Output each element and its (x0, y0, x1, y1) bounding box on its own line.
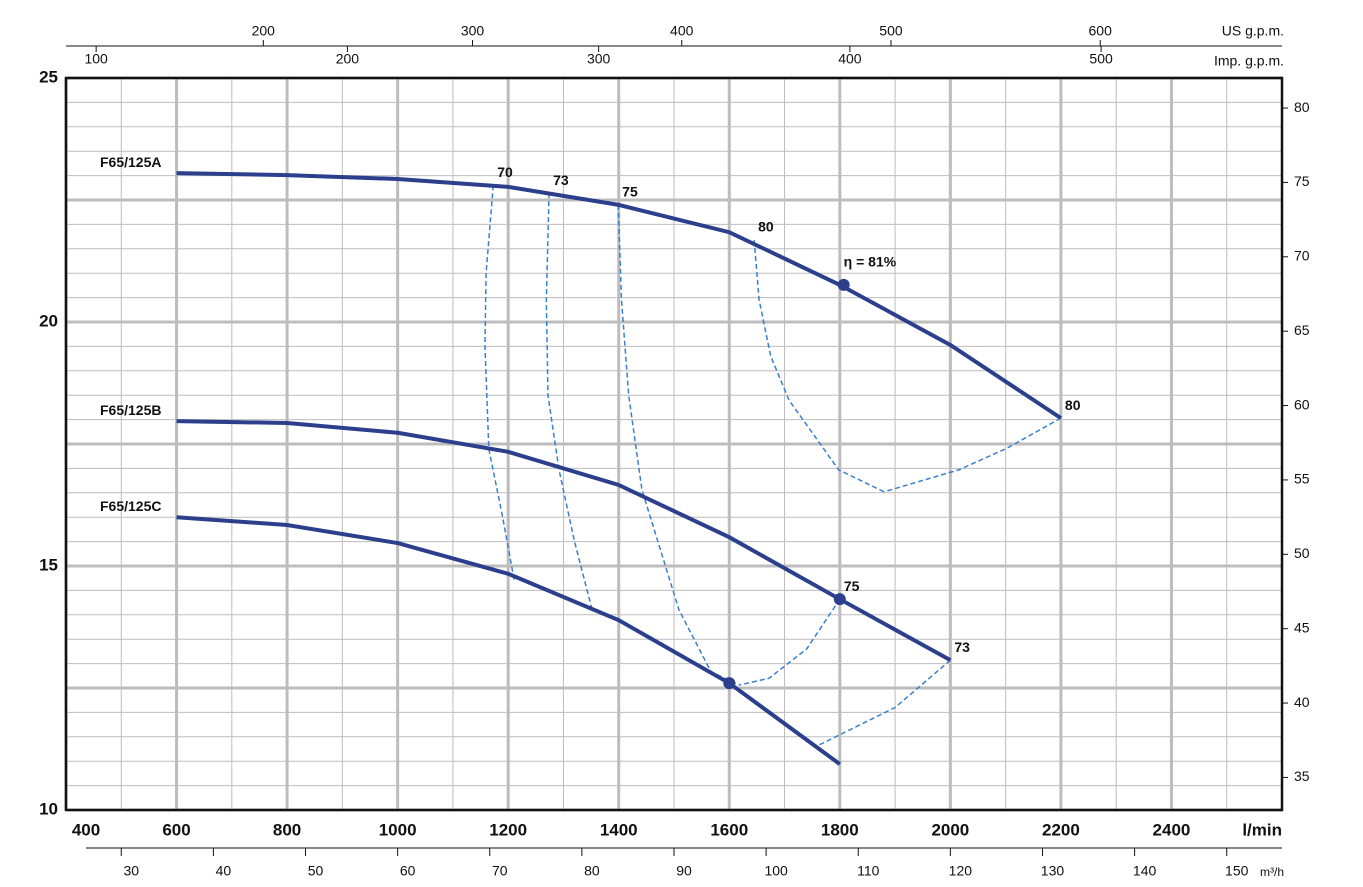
y2-tick-label: 35 (1294, 768, 1310, 784)
duty-point (723, 677, 736, 690)
efficiency-curve (484, 185, 515, 581)
x2-tick-label: 100 (764, 863, 788, 879)
y-tick-label: 20 (39, 311, 58, 330)
pump-curve (176, 419, 952, 662)
pump-curve (176, 171, 1063, 420)
x4-axis-label: Imp. g.p.m. (1214, 53, 1284, 69)
x3-tick-label: 300 (461, 23, 485, 39)
x-tick-label: 1200 (489, 820, 527, 839)
x2-tick-label: 40 (216, 863, 232, 879)
plot-frame (64, 76, 1284, 812)
x-axis-label: l/min (1242, 820, 1282, 839)
y2-tick-label: 65 (1294, 322, 1310, 338)
efficiency-curve (818, 659, 951, 746)
efficiency-label: 70 (497, 164, 513, 180)
x-tick-label: 1400 (600, 820, 638, 839)
y2-tick-label: 60 (1294, 396, 1310, 412)
y2-tick-label: 75 (1294, 173, 1310, 189)
x2-axis-label: m³/h (1260, 865, 1284, 879)
efficiency-label: 80 (1065, 397, 1081, 413)
efficiency-label: 73 (553, 172, 569, 188)
efficiency-label: 75 (622, 184, 638, 200)
y2-tick-label: 70 (1294, 248, 1310, 264)
x2-tick-label: 90 (676, 863, 692, 879)
duty-point (833, 593, 846, 606)
series-label: F65/125B (100, 402, 161, 418)
x-tick-label: 400 (72, 820, 100, 839)
series-label: F65/125C (100, 498, 161, 514)
y-tick-label: 10 (39, 799, 58, 818)
x2-tick-label: 120 (949, 863, 973, 879)
x4-tick-label: 500 (1089, 51, 1113, 67)
y-tick-label: 25 (39, 67, 58, 86)
x2-tick-label: 30 (123, 863, 139, 879)
x2-tick-label: 140 (1133, 863, 1157, 879)
x3-tick-label: 500 (879, 23, 903, 39)
x4-tick-label: 400 (838, 51, 862, 67)
x-tick-label: 1600 (710, 820, 748, 839)
efficiency-label: 75 (844, 578, 860, 594)
x2-tick-label: 60 (400, 863, 416, 879)
y2-tick-label: 45 (1294, 619, 1310, 635)
series-label: F65/125A (100, 154, 161, 170)
x-tick-label: 2400 (1153, 820, 1191, 839)
x2-tick-label: 150 (1225, 863, 1249, 879)
x3-tick-label: 600 (1089, 23, 1113, 39)
y2-tick-label: 40 (1294, 694, 1310, 710)
x-tick-label: 1800 (821, 820, 859, 839)
x2-tick-label: 70 (492, 863, 508, 879)
x3-tick-label: 200 (252, 23, 276, 39)
efficiency-curve (739, 598, 841, 686)
point-label: η = 81% (844, 254, 897, 270)
x4-tick-label: 300 (587, 51, 611, 67)
x2-tick-label: 110 (857, 863, 880, 879)
x-tick-label: 2000 (931, 820, 969, 839)
x2-tick-label: 50 (308, 863, 324, 879)
x-tick-label: 600 (162, 820, 190, 839)
x-tick-label: 1000 (379, 820, 417, 839)
x-tick-label: 2200 (1042, 820, 1080, 839)
y2-tick-label: 55 (1294, 471, 1310, 487)
x3-axis-label: US g.p.m. (1222, 23, 1284, 39)
x-tick-label: 800 (273, 820, 301, 839)
x2-tick-label: 80 (584, 863, 600, 879)
efficiency-curve (883, 417, 1062, 493)
x4-tick-label: 200 (336, 51, 360, 67)
efficiency-label: 73 (954, 639, 970, 655)
efficiency-label: 80 (758, 219, 774, 235)
x4-tick-label: 100 (84, 51, 108, 67)
y-tick-label: 15 (39, 555, 58, 574)
efficiency-curve (545, 193, 593, 611)
y2-tick-label: 80 (1294, 99, 1310, 115)
y2-tick-label: 50 (1294, 545, 1310, 561)
x3-tick-label: 400 (670, 23, 694, 39)
x2-tick-label: 130 (1041, 863, 1065, 879)
efficiency-curve (753, 239, 885, 493)
duty-point (837, 278, 850, 291)
